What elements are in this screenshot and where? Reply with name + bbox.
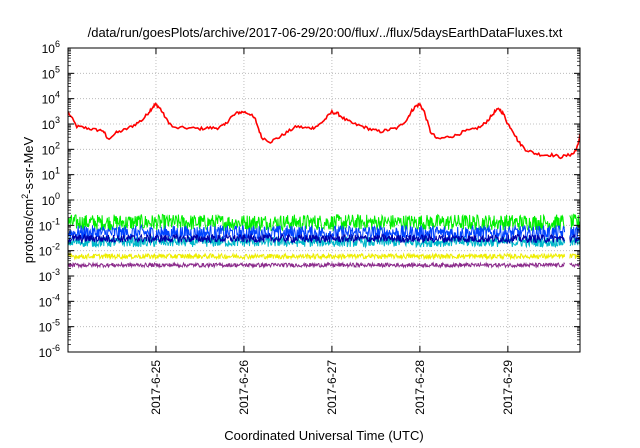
y-tick-label: 105 (42, 64, 60, 81)
y-tick-label: 100 (42, 191, 60, 208)
y-axis-label: protons/cm2-s-sr-MeV (20, 136, 36, 263)
x-tick-label: 2017-6-26 (237, 360, 251, 415)
y-axis: 10-6 10-5 10-4 10-3 10-2 10-1 100 101 102 103 104 1… (39, 39, 580, 360)
y-tick-label: 10-6 (39, 343, 60, 360)
series-line-4 (68, 232, 566, 245)
series-line-1 (569, 213, 580, 230)
chart-title: /data/run/goesPlots/archive/2017-06-29/2… (88, 25, 563, 40)
x-axis-label: Coordinated Universal Time (UTC) (224, 428, 423, 443)
y-tick-label: 103 (42, 115, 60, 132)
series-line-1 (68, 213, 565, 232)
x-tick-label: 2017-6-28 (413, 360, 427, 415)
y-tick-label: 10-1 (39, 216, 60, 233)
y-tick-label: 104 (42, 90, 60, 107)
y-label-unit: protons/cm (21, 199, 36, 263)
y-tick-label: 10-4 (39, 292, 60, 309)
x-tick-label: 2017-6-29 (501, 360, 515, 415)
series-line-5 (68, 252, 566, 261)
grid-lines (68, 48, 580, 352)
x-axis: 2017-6-25 2017-6-26 2017-6-27 2017-6-28 2017… (149, 48, 515, 415)
y-tick-label: 10-2 (39, 242, 60, 259)
y-label-rest: -s-sr-MeV (21, 136, 36, 193)
series-line-4 (569, 233, 580, 244)
y-label-superscript: 2 (20, 194, 30, 199)
series-line-3 (569, 236, 580, 247)
series-line-5 (569, 253, 580, 260)
y-tick-label: 102 (42, 140, 60, 157)
y-tick-label: 10-5 (39, 318, 60, 335)
series-line-6 (569, 261, 580, 269)
y-tick-label: 106 (42, 39, 60, 56)
series-line-6 (68, 261, 566, 269)
y-tick-label: 101 (42, 166, 60, 183)
x-tick-label: 2017-6-25 (149, 360, 163, 415)
series-line-0 (68, 102, 580, 160)
y-tick-label: 10-3 (39, 267, 60, 284)
series-layer (68, 102, 580, 269)
x-tick-label: 2017-6-27 (325, 360, 339, 415)
